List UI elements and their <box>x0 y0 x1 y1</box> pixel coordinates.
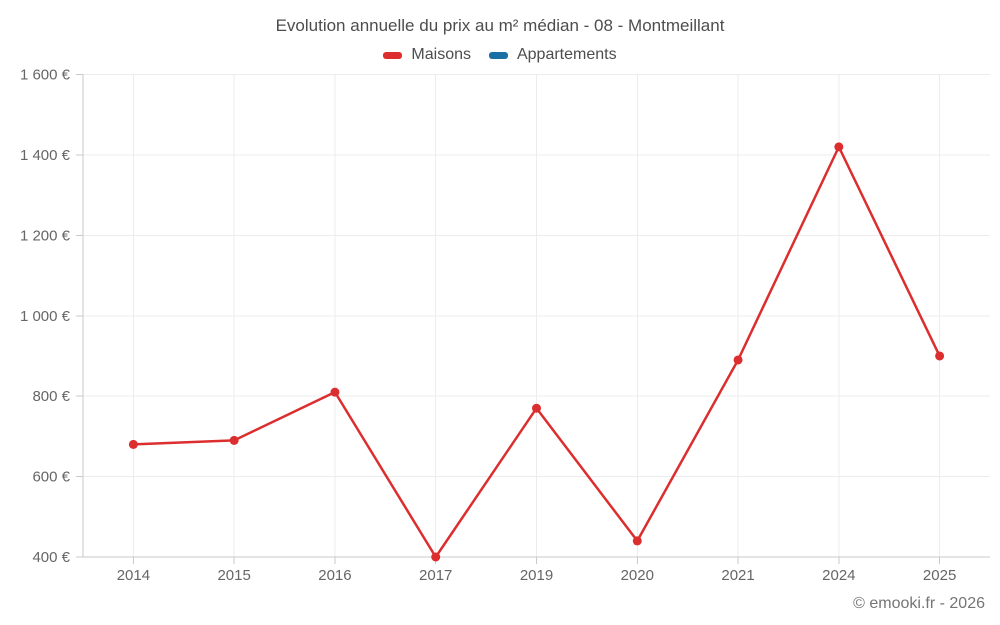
x-tick-label: 2015 <box>217 567 250 584</box>
x-tick-label: 2016 <box>318 567 351 584</box>
y-tick-label: 1 600 € <box>20 67 71 84</box>
legend-item-appartements[interactable]: Appartements <box>488 46 617 64</box>
x-tick-label: 2021 <box>721 567 754 584</box>
maisons-point <box>632 536 642 546</box>
maisons-point <box>733 355 743 365</box>
maisons-legend-swatch <box>383 51 403 59</box>
maisons-point <box>330 387 340 397</box>
y-tick-label: 600 € <box>32 469 70 486</box>
appartements-legend-swatch <box>488 51 508 59</box>
y-tick-label: 1 400 € <box>20 147 71 164</box>
y-tick-label: 400 € <box>32 549 70 566</box>
maisons-point <box>935 351 945 361</box>
x-tick-label: 2024 <box>822 567 855 584</box>
x-tick-label: 2019 <box>520 567 553 584</box>
maisons-point <box>431 552 441 562</box>
y-tick-label: 800 € <box>32 388 70 405</box>
maisons-point <box>532 403 541 413</box>
y-tick-label: 1 000 € <box>20 308 71 325</box>
x-tick-label: 2025 <box>923 567 956 584</box>
x-tick-label: 2020 <box>621 567 654 584</box>
x-tick-label: 2017 <box>419 567 452 584</box>
maisons-point <box>128 439 138 449</box>
footer-credit: © emooki.fr - 2026 <box>853 595 985 612</box>
chart-legend: Maisons Appartements <box>0 46 1000 64</box>
legend-item-maisons[interactable]: Maisons <box>383 46 471 64</box>
maisons-legend-label: Maisons <box>411 46 471 63</box>
y-tick-label: 1 200 € <box>20 227 71 244</box>
x-tick-label: 2014 <box>117 567 150 584</box>
maisons-point <box>229 435 239 445</box>
maisons-point <box>834 142 844 152</box>
appartements-legend-label: Appartements <box>516 46 617 63</box>
chart-title: Evolution annuelle du prix au m² médian … <box>275 16 725 35</box>
